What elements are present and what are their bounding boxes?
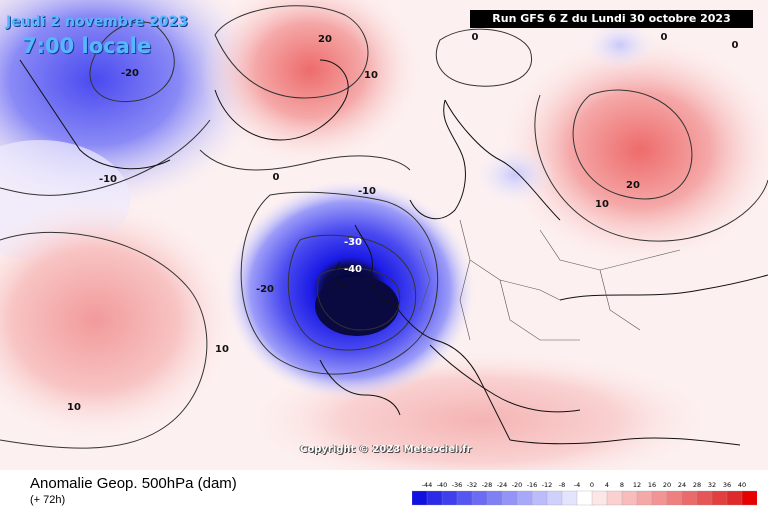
forecast-time: 7:00 locale [22,34,152,58]
legend-tick-label: -36 [452,481,463,489]
legend-swatch [441,490,458,506]
east-positive-anomaly [500,35,768,265]
legend-swatch [621,490,638,506]
anomaly-map: 20 10 0 0 0 -20 -10 0 -10 -30 -40 -20 10 10 20 10 [0,0,768,470]
copyright: Copyright © 2023 Meteociel.fr [300,444,472,455]
contour-label: -20 [256,284,274,295]
legend-swatch [726,490,743,506]
legend-swatch [711,490,728,506]
legend-swatch [456,490,473,506]
legend-tick-label: 40 [738,481,746,489]
legend-swatch [651,490,668,506]
legend-tick-label: 8 [620,481,624,489]
legend-tick-label: -44 [422,481,433,489]
legend-tick-label: 4 [605,481,609,489]
legend-swatch [501,490,518,506]
contour-label: -10 [358,186,376,197]
legend-tick-label: -28 [482,481,493,489]
contour-label: 0 [732,40,739,51]
legend-swatch [696,490,713,506]
forecast-lead: (+ 72h) [30,494,66,506]
contour-label: 10 [364,70,378,81]
chart-title: Anomalie Geop. 500hPa (dam) [30,475,237,492]
legend-swatch [741,490,757,506]
legend-tick-label: 0 [590,481,594,489]
legend-swatch [516,490,533,506]
legend-swatch [426,490,443,506]
legend-tick-label: -12 [542,481,553,489]
legend-tick-label: -4 [574,481,580,489]
legend-swatch [681,490,698,506]
legend-tick-label: -20 [512,481,523,489]
contour-label: 0 [661,32,668,43]
contour-label: 10 [215,344,229,355]
legend-tick-label: 16 [648,481,656,489]
legend-tick-label: 36 [723,481,731,489]
borders [419,219,681,341]
legend-swatch [636,490,653,506]
legend-tick-label: -40 [437,481,448,489]
legend-swatch [576,490,593,506]
legend-swatch [546,490,563,506]
legend-swatch [531,490,548,506]
contour-label: -10 [99,174,117,185]
contour-label: -20 [121,68,139,79]
contour-label: 20 [626,180,640,191]
legend-tick-label: -16 [527,481,538,489]
color-scale-legend: -44 -40 -36 -32 -28 -24 -20 -16 -12 -8 -4 0 4 8 12 16 20… [412,481,757,506]
atlantic-positive-anomaly [0,200,235,440]
legend-tick-label: -32 [467,481,478,489]
forecast-date: Jeudi 2 novembre 2023 [6,14,189,30]
legend-tick-label: -24 [497,481,508,489]
legend-tick-label: 12 [633,481,641,489]
legend-tick-label: -8 [559,481,565,489]
legend-swatch [412,490,428,506]
legend-swatch [561,490,578,506]
low-core [315,276,399,336]
legend-tick-label: 20 [663,481,671,489]
contour-lines [0,5,768,449]
contour-label: 10 [595,199,609,210]
contour-label: -30 [344,237,362,248]
contour-label: 0 [273,172,280,183]
legend-tick-label: 24 [678,481,686,489]
contour-label: -40 [344,264,362,275]
contour-label: 10 [67,402,81,413]
legend-swatch [666,490,683,506]
legend-swatch [471,490,488,506]
legend-tick-label: 32 [708,481,716,489]
legend-swatch [486,490,503,506]
contour-labels: 20 10 0 0 0 -20 -10 0 -10 -30 -40 -20 10 10 20 10 [67,32,738,413]
contour-label: 20 [318,34,332,45]
legend-swatch [606,490,623,506]
north-positive-anomaly [200,0,420,165]
coastlines [19,59,768,446]
run-info: Run GFS 6 Z du Lundi 30 octobre 2023 [470,10,753,28]
legend-swatch [591,490,608,506]
legend-tick-label: 28 [693,481,701,489]
contour-label: 0 [472,32,479,43]
